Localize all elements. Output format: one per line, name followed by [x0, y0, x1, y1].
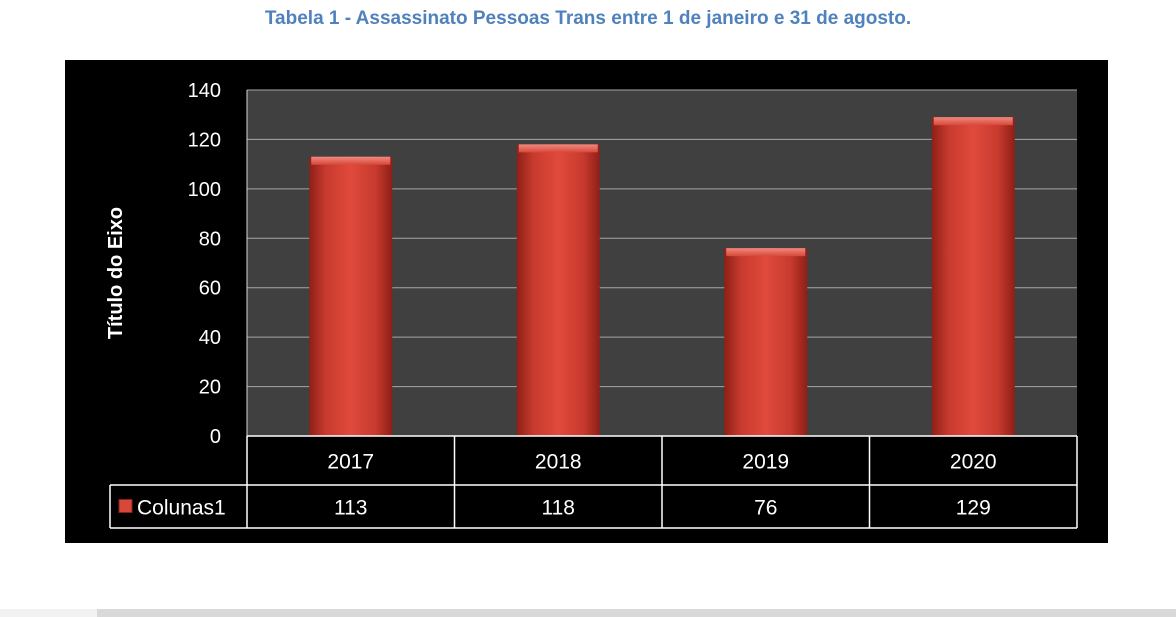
footer-left-strip: [0, 609, 97, 617]
data-value-label: 113: [334, 497, 367, 520]
y-tick-label: 120: [188, 129, 221, 151]
y-tick-label: 0: [210, 426, 221, 448]
legend-swatch: [118, 499, 133, 513]
bar-body: [309, 156, 393, 436]
bar-body: [516, 144, 600, 436]
y-tick-label: 100: [188, 179, 221, 201]
y-tick-label: 80: [199, 228, 221, 250]
footer-bar: [97, 609, 1176, 617]
bar: [516, 144, 600, 436]
y-tick-label: 20: [199, 377, 221, 399]
x-category-label: 2017: [327, 451, 374, 474]
bar-cap: [726, 248, 806, 257]
y-tick-label: 40: [199, 327, 221, 349]
x-category-label: 2020: [950, 451, 997, 474]
x-category-label: 2019: [742, 451, 789, 474]
bar-cap: [518, 144, 598, 153]
y-axis-title: Título do Eixo: [105, 207, 127, 339]
bar-cap: [933, 117, 1013, 126]
legend-series-name: Colunas1: [137, 497, 226, 520]
data-value-label: 118: [542, 497, 575, 520]
chart-area: 0 20 40 60 80 100 120 140 2017 2018 2019 2020 Colun…: [65, 60, 1108, 543]
y-tick-label: 60: [199, 278, 221, 300]
data-value-label: 129: [956, 497, 991, 520]
y-tick-label: 140: [188, 80, 221, 102]
bar-body: [724, 248, 808, 436]
bar: [309, 156, 393, 436]
bar: [724, 248, 808, 436]
bar-chart: 0 20 40 60 80 100 120 140 2017 2018 2019 2020 Colun…: [105, 80, 1078, 529]
bar-body: [931, 117, 1015, 436]
x-category-label: 2018: [535, 451, 582, 474]
chart-caption: Tabela 1 - Assassinato Pessoas Trans ent…: [264, 8, 912, 29]
bar: [931, 117, 1015, 436]
data-value-label: 76: [754, 497, 777, 520]
bar-cap: [311, 156, 391, 165]
